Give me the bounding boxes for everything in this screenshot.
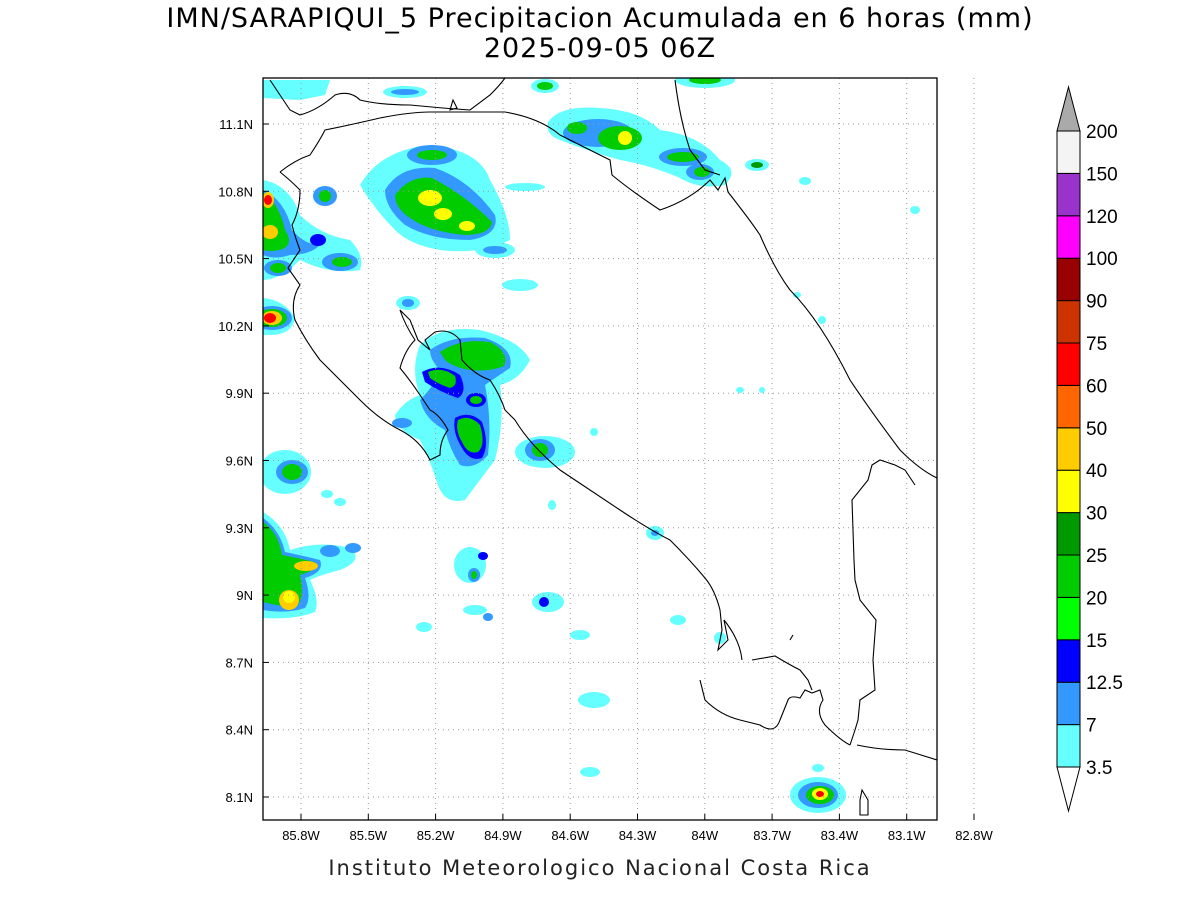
- colorbar-bottom-triangle: [1056, 766, 1081, 813]
- colorbar-label: 12.5: [1086, 673, 1123, 694]
- colorbar-segment: [1056, 596, 1081, 641]
- colorbar-label: 90: [1086, 292, 1107, 313]
- plot-frame: [262, 77, 938, 821]
- colorbar-label: 150: [1086, 164, 1118, 185]
- colorbar-segment: [1056, 384, 1081, 429]
- lon-tick-label: 83.4W: [821, 828, 859, 843]
- colorbar-label: 25: [1086, 546, 1107, 567]
- colorbar-segment: [1056, 130, 1081, 174]
- colorbar-label: 60: [1086, 376, 1107, 397]
- lon-tick-label: 85.8W: [282, 828, 320, 843]
- colorbar-segment: [1056, 342, 1081, 386]
- lat-tick-label: 9.6N: [226, 454, 253, 469]
- lat-tick-label: 10.2N: [218, 319, 253, 334]
- lat-tick-label: 8.1N: [226, 790, 253, 805]
- map-gridlines: [263, 78, 975, 820]
- colorbar-label: 50: [1086, 419, 1107, 440]
- lon-tick-label: 85.5W: [350, 828, 388, 843]
- colorbar-segment: [1056, 724, 1081, 768]
- colorbar-label: 7: [1086, 716, 1097, 737]
- lat-tick-label: 11.1N: [219, 117, 253, 132]
- colorbar-label: 120: [1086, 207, 1118, 228]
- colorbar-label: 200: [1086, 122, 1118, 143]
- chart-title: IMN/SARAPIQUI_5 Precipitacion Acumulada …: [166, 3, 1034, 34]
- colorbar-segment: [1056, 681, 1081, 726]
- lon-tick-label: 84.6W: [551, 828, 589, 843]
- colorbar-label: 40: [1086, 461, 1107, 482]
- footer-credit: Instituto Meteorologico Nacional Costa R…: [328, 856, 872, 880]
- lat-tick-label: 9.3N: [226, 521, 253, 536]
- lat-tick-label: 10.8N: [218, 184, 253, 199]
- colorbar-segment: [1056, 172, 1081, 217]
- colorbar-segment: [1056, 300, 1081, 344]
- lat-tick-label: 10.5N: [218, 252, 253, 267]
- lat-tick-label: 8.7N: [226, 655, 253, 670]
- colorbar-label: 20: [1086, 588, 1107, 609]
- lat-tick-label: 9.9N: [226, 386, 253, 401]
- colorbar-label: 3.5: [1086, 758, 1112, 779]
- latitude-axis: 11.1N 10.8N 10.5N 10.2N 9.9N 9.6N 9.3N 9N 8.7N 8.…: [218, 117, 269, 805]
- colorbar-segment: [1056, 427, 1081, 471]
- lon-tick-label: 82.8W: [955, 828, 993, 843]
- lon-tick-label: 84W: [691, 828, 718, 843]
- colorbar-label: 15: [1086, 631, 1107, 652]
- colorbar-label: 75: [1086, 334, 1107, 355]
- lat-tick-label: 9N: [236, 588, 253, 603]
- lon-tick-label: 85.2W: [417, 828, 455, 843]
- colorbar-segment: [1056, 469, 1081, 514]
- colorbar-label: 30: [1086, 504, 1107, 525]
- colorbar-segment: [1056, 215, 1081, 259]
- colorbar-segment: [1056, 512, 1081, 556]
- precipitation-field: [263, 78, 920, 813]
- lon-tick-label: 84.3W: [619, 828, 657, 843]
- longitude-axis: 85.8W 85.5W 85.2W 84.9W 84.6W 84.3W 84W 83.7W 83…: [282, 814, 994, 843]
- colorbar-segment: [1056, 639, 1081, 683]
- coastline: [269, 78, 937, 816]
- colorbar: 3.5 7 12.5 15 20 25 30 40 50 60 75 90 100 120 150 200: [1056, 85, 1123, 813]
- colorbar-segment: [1056, 554, 1081, 598]
- lon-tick-label: 83.7W: [753, 828, 791, 843]
- lat-tick-label: 8.4N: [226, 723, 253, 738]
- chart-subtitle: 2025-09-05 06Z: [483, 33, 717, 64]
- colorbar-top-triangle: [1056, 85, 1081, 132]
- colorbar-segment: [1056, 257, 1081, 302]
- lon-tick-label: 83.1W: [888, 828, 926, 843]
- lon-tick-label: 84.9W: [484, 828, 522, 843]
- colorbar-label: 100: [1086, 249, 1118, 270]
